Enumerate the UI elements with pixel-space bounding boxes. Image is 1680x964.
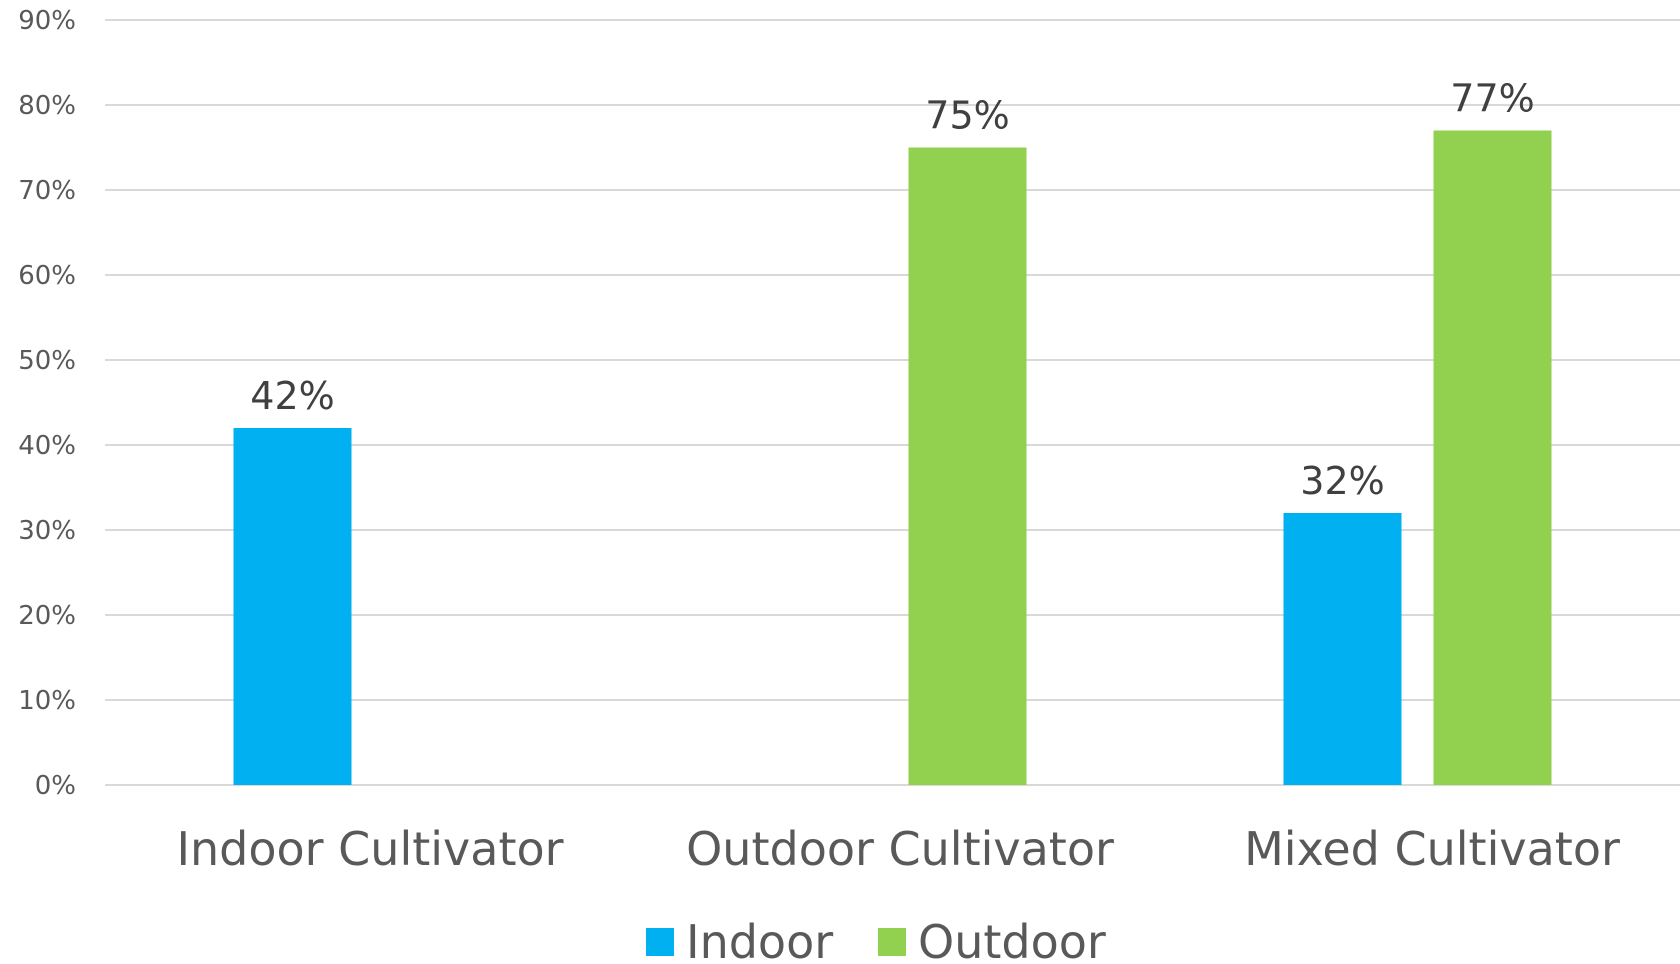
legend-swatch-outdoor (878, 928, 906, 956)
y-tick-label: 30% (18, 516, 76, 546)
data-label: 42% (250, 374, 334, 418)
data-label: 32% (1300, 459, 1384, 503)
legend-label-indoor: Indoor (686, 915, 833, 964)
bar-outdoor-1 (908, 147, 1027, 785)
bars (233, 130, 1552, 785)
y-tick-label: 0% (35, 771, 76, 801)
x-axis-categories: Indoor Cultivator Outdoor Cultivator Mixed… (176, 822, 1620, 876)
bar-indoor-0 (233, 428, 352, 785)
y-tick-label: 70% (18, 176, 76, 206)
x-category-label: Indoor Cultivator (176, 822, 563, 876)
legend-label-outdoor: Outdoor (918, 915, 1106, 964)
y-tick-label: 40% (18, 431, 76, 461)
x-category-label: Mixed Cultivator (1244, 822, 1620, 876)
gridlines (105, 19, 1680, 786)
data-label: 75% (925, 94, 1009, 138)
bar-outdoor-2 (1433, 130, 1552, 785)
bar-indoor-2 (1283, 513, 1402, 785)
y-axis-ticks: 0% 10% 20% 30% 40% 50% 60% 70% 80% 90% (18, 6, 76, 801)
x-category-label: Outdoor Cultivator (686, 822, 1114, 876)
y-tick-label: 90% (18, 6, 76, 36)
y-tick-label: 80% (18, 91, 76, 121)
legend-swatch-indoor (646, 928, 674, 956)
legend: Indoor Outdoor (646, 915, 1106, 964)
y-tick-label: 20% (18, 601, 76, 631)
y-tick-label: 50% (18, 346, 76, 376)
data-labels: 42% 75% 32% 77% (250, 77, 1534, 504)
y-tick-label: 10% (18, 686, 76, 716)
data-label: 77% (1450, 77, 1534, 121)
y-tick-label: 60% (18, 261, 76, 291)
